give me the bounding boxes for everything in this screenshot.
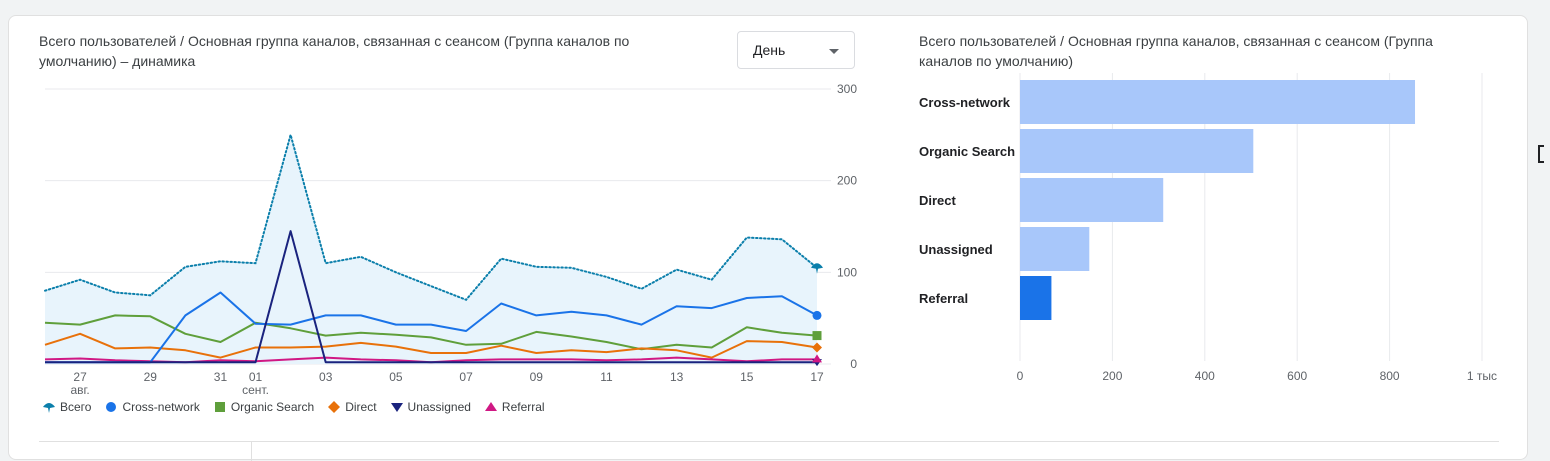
- table-column-divider: [251, 441, 252, 461]
- x-tick-label: 09: [530, 370, 544, 384]
- x-tick-sublabel: сент.: [242, 383, 269, 397]
- x-tick-label: 15: [740, 370, 754, 384]
- x-tick-label: 11: [600, 370, 613, 384]
- triangle-up-icon: [484, 402, 497, 411]
- category-label: Unassigned: [919, 242, 993, 257]
- legend-item[interactable]: Referral: [484, 400, 545, 414]
- series-line-organic-search: [44, 314, 818, 351]
- bar-direct: [1020, 178, 1164, 222]
- y-tick-label: 100: [837, 265, 857, 279]
- total-icon: [43, 403, 55, 413]
- series-line-cross-network: [45, 291, 818, 364]
- resize-handle-icon[interactable]: [1538, 145, 1544, 163]
- total-icon: [811, 263, 823, 274]
- x-tick-label: 0: [1017, 369, 1024, 383]
- legend-item[interactable]: Organic Search: [214, 400, 314, 414]
- legend-label: Organic Search: [230, 400, 315, 414]
- legend-item[interactable]: Unassigned: [390, 400, 471, 414]
- circle-icon: [106, 402, 117, 412]
- y-tick-label: 0: [850, 357, 857, 371]
- x-tick-label: 31: [214, 370, 228, 384]
- x-tick-label: 03: [319, 370, 333, 384]
- bar-cross-network: [1020, 80, 1416, 124]
- y-tick-label: 300: [837, 82, 857, 96]
- x-tick-label: 200: [1102, 369, 1122, 383]
- x-tick-label: 400: [1195, 369, 1215, 383]
- bar-chart: 0 200 400 600 800 1 тыс Cross-network Organic S…: [919, 73, 1497, 383]
- report-card: Всего пользователей / Основная группа ка…: [8, 15, 1528, 461]
- legend-label: Referral: [501, 400, 545, 414]
- diamond-icon: [328, 401, 341, 413]
- legend-label: Direct: [345, 400, 377, 414]
- series-line-total: [44, 131, 818, 301]
- legend-label: Unassigned: [407, 400, 471, 414]
- legend-item[interactable]: Direct: [328, 400, 377, 414]
- diamond-icon: [812, 342, 822, 353]
- series-line-unassigned: [45, 230, 817, 364]
- circle-icon: [812, 310, 822, 320]
- legend-item[interactable]: Всего: [43, 400, 91, 414]
- triangle-down-icon: [390, 403, 403, 412]
- category-label: Organic Search: [919, 144, 1015, 159]
- series-line-direct: [44, 332, 818, 359]
- area-total: [45, 134, 817, 364]
- x-tick-label: 27: [73, 370, 87, 384]
- bar-chart-title: Всего пользователей / Основная группа ка…: [919, 33, 1433, 69]
- category-label: Referral: [919, 291, 968, 306]
- bar-organic-search: [1020, 129, 1254, 173]
- granularity-dropdown-value: День: [753, 42, 786, 58]
- x-tick-label: 07: [459, 370, 473, 384]
- x-tick-label: 29: [144, 370, 158, 384]
- x-tick-label: 1 тыс: [1467, 369, 1497, 383]
- line-chart-title: Всего пользователей / Основная группа ка…: [39, 33, 630, 69]
- category-label: Direct: [919, 193, 957, 208]
- bar-referral: [1020, 276, 1052, 320]
- legend-label: Cross-network: [122, 400, 200, 414]
- legend-item[interactable]: Cross-network: [105, 400, 200, 414]
- x-tick-label: 05: [389, 370, 403, 384]
- category-label: Cross-network: [919, 95, 1011, 110]
- square-icon: [812, 331, 822, 341]
- x-tick-label: 17: [810, 370, 824, 384]
- chevron-down-icon: [829, 49, 839, 54]
- y-tick-label: 200: [837, 174, 857, 188]
- x-tick-label: 13: [670, 370, 684, 384]
- x-tick-label: 01: [249, 370, 263, 384]
- x-tick-label: 600: [1287, 369, 1307, 383]
- granularity-dropdown[interactable]: День: [737, 31, 855, 69]
- x-tick-sublabel: авг.: [70, 383, 89, 397]
- line-chart-legend: Всего Cross-network Organic Search Direct Un…: [43, 400, 545, 414]
- legend-label: Всего: [60, 400, 92, 414]
- bar-unassigned: [1020, 227, 1090, 271]
- triangle-up-icon: [812, 354, 822, 363]
- square-icon: [214, 402, 225, 412]
- x-tick-label: 800: [1380, 369, 1400, 383]
- table-divider: [39, 441, 1499, 442]
